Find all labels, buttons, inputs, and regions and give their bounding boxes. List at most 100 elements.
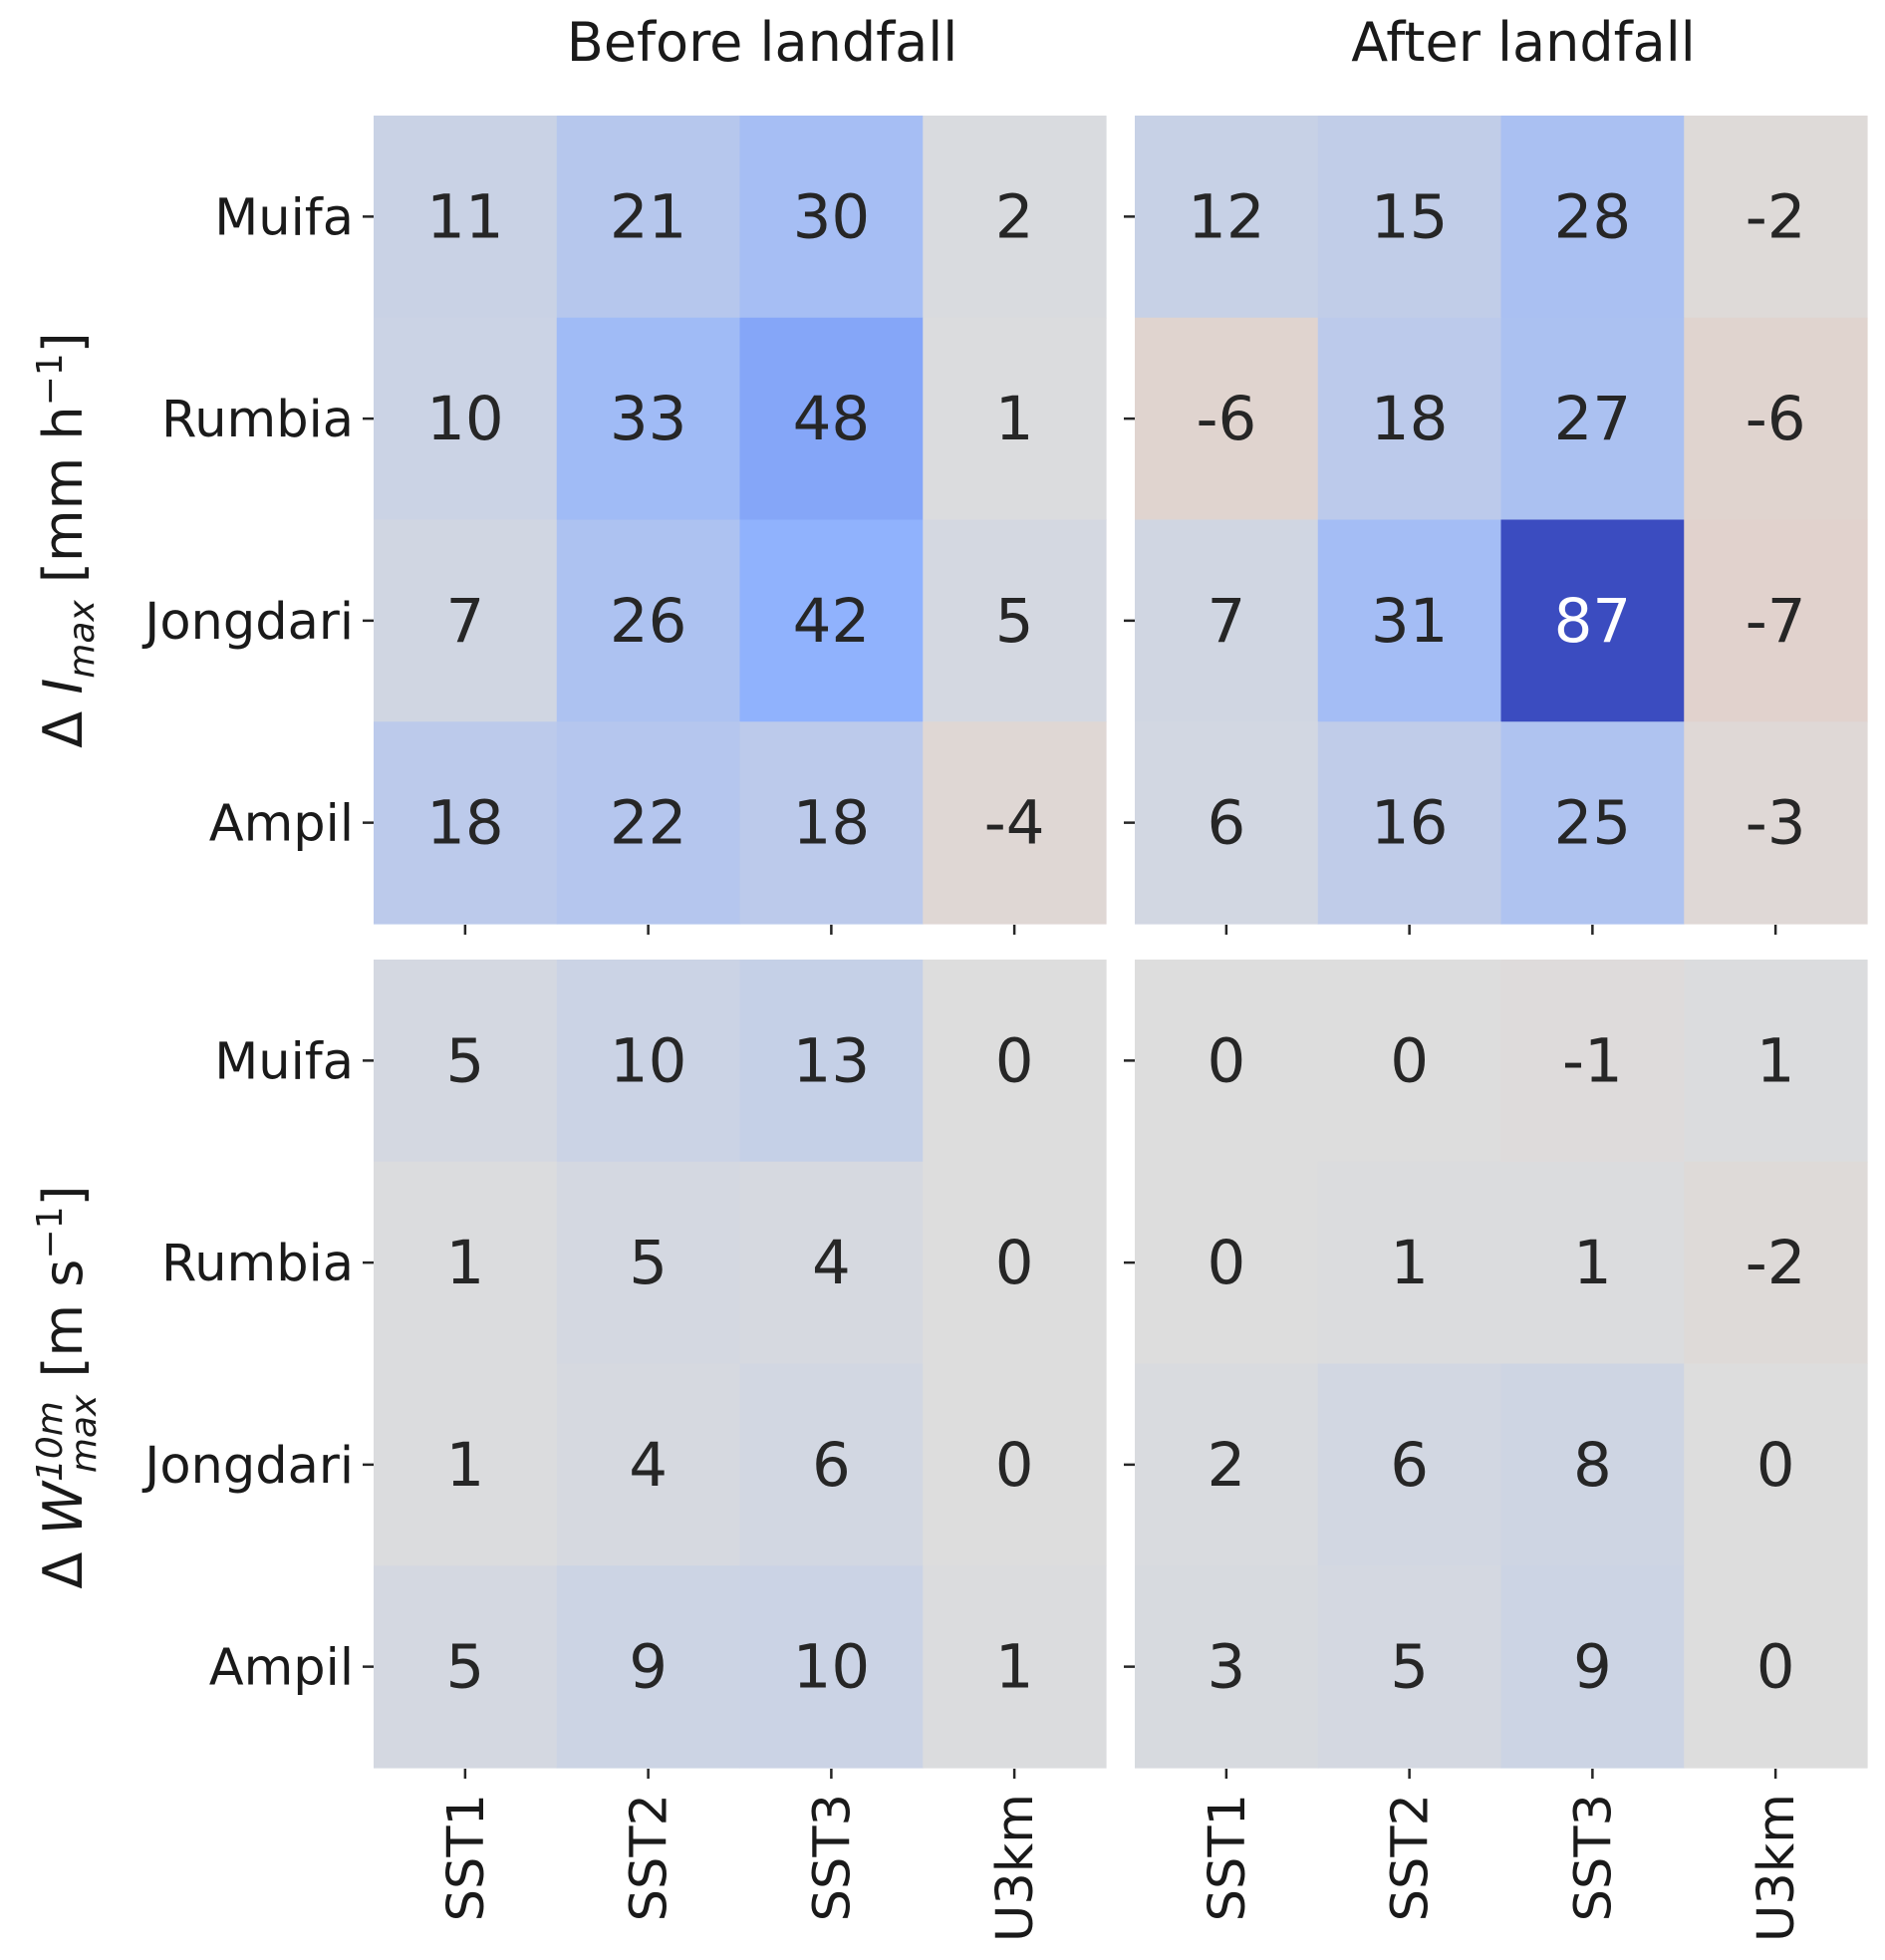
cell-value-label: 0 [1756, 1430, 1795, 1501]
heatmap-cell [1317, 1363, 1502, 1566]
heatmap-cell [923, 721, 1107, 925]
cell-value-label: -2 [1746, 1228, 1806, 1298]
x-tick-label-sst3: SST3 [1564, 1794, 1623, 1921]
cell-value-label: 9 [629, 1632, 668, 1703]
heatmap-cell [923, 1363, 1107, 1566]
cell-value-label: -3 [1746, 788, 1806, 859]
y-tick-label-ampil: Ampil [209, 795, 354, 854]
x-tick-label-sst1: SST1 [437, 1794, 496, 1921]
cell-value-label: 10 [426, 384, 504, 454]
x-tick-label-u3km: U3km [1748, 1794, 1806, 1942]
heatmap-cell [1684, 519, 1868, 722]
heatmap-cell [1684, 1565, 1868, 1769]
cell-value-label: 10 [610, 1025, 687, 1096]
cell-value-label: 26 [610, 586, 687, 657]
heatmap-cell [556, 1363, 741, 1566]
heatmap-cell [1135, 116, 1319, 319]
heatmap-cell [739, 1363, 924, 1566]
cell-value-label: 33 [610, 384, 687, 454]
cell-value-label: 16 [1371, 788, 1449, 859]
y-axis-label-wind-symbol: W [32, 1479, 95, 1535]
x-tick-label-sst3: SST3 [803, 1794, 862, 1921]
heatmap-cell [1500, 1363, 1685, 1566]
cell-value-label: 2 [995, 181, 1034, 252]
cell-value-label: 7 [445, 586, 484, 657]
heatmap-cell [1135, 1363, 1319, 1566]
cell-value-label: -6 [1746, 384, 1806, 454]
cell-value-label: 5 [445, 1025, 484, 1096]
y-axis-label-wind-sup: 10m [30, 1401, 71, 1482]
heatmap-cell [374, 1363, 558, 1566]
y-tick-label-rumbia: Rumbia [161, 391, 354, 449]
heatmap-cell [739, 116, 924, 319]
cell-value-label: 11 [426, 181, 504, 252]
cell-value-label: 0 [995, 1430, 1034, 1501]
cell-value-label: 6 [812, 1430, 851, 1501]
heatmap-cell [1317, 960, 1502, 1163]
heatmap-cell [923, 1565, 1107, 1769]
heatmap-cell [739, 960, 924, 1163]
heatmap-panel-2: 12 15 28 -2 -6 18 27 -6 7 31 87 -7 6 16 25 -3 [1124, 116, 1868, 935]
heatmap-cell [739, 721, 924, 925]
cell-value-label: 0 [1390, 1025, 1429, 1096]
cell-value-label: 87 [1554, 586, 1632, 657]
cell-value-label: 7 [1207, 586, 1245, 657]
cell-value-label: 1 [995, 1632, 1034, 1703]
y-axis-label-intensity-sub: max [62, 600, 103, 679]
heatmap-cell [556, 1565, 741, 1769]
heatmap-cell [1317, 1161, 1502, 1365]
cell-value-label: 48 [793, 384, 871, 454]
cell-value-label: 5 [995, 586, 1034, 657]
cell-value-label: 25 [1554, 788, 1632, 859]
heatmap-cell [374, 960, 558, 1163]
heatmap-cell [923, 1161, 1107, 1365]
y-axis-label-intensity-symbol: I [32, 679, 95, 695]
heatmap-cell [923, 317, 1107, 521]
heatmap-cell [923, 960, 1107, 1163]
y-tick-label-jongdari: Jongdari [141, 1437, 354, 1496]
panel-title-after: After landfall [1351, 11, 1696, 74]
y-axis-label-intensity-unit: [mm h [32, 406, 95, 600]
cell-value-label: 1 [1756, 1025, 1795, 1096]
heatmap-cell [374, 721, 558, 925]
heatmap-cell [739, 1565, 924, 1769]
cell-value-label: 6 [1207, 788, 1245, 859]
cell-value-label: 2 [1207, 1430, 1245, 1501]
cell-value-label: 0 [1207, 1228, 1245, 1298]
heatmap-cell [1317, 721, 1502, 925]
cell-value-label: 15 [1371, 181, 1449, 252]
heatmap-cell [1317, 519, 1502, 722]
x-tick-label-sst2: SST2 [1382, 1794, 1441, 1921]
cell-value-label: 4 [812, 1228, 851, 1298]
cell-value-label: 5 [629, 1228, 668, 1298]
y-tick-label-rumbia: Rumbia [161, 1235, 354, 1293]
heatmap-cell [374, 1565, 558, 1769]
heatmap-cell [556, 317, 741, 521]
heatmap-panels: 11 21 30 210 33 48 17 26 42 518 22 18 -4MuifaRumbiaJ… [141, 116, 1868, 1942]
heatmap-panel-1: 11 21 30 2 10 33 48 1 7 26 42 5 18 22 18 -4 Muifa Rumbia J… [141, 116, 1107, 935]
cell-value-label: 22 [610, 788, 687, 859]
cell-value-label: 30 [793, 181, 871, 252]
heatmap-cell [1684, 116, 1868, 319]
x-tick-label-u3km: U3km [986, 1794, 1045, 1942]
heatmap-cell [556, 519, 741, 722]
cell-value-label: 9 [1573, 1632, 1612, 1703]
heatmap-cell [1317, 317, 1502, 521]
cell-value-label: 27 [1554, 384, 1632, 454]
cell-value-label: 1 [1390, 1228, 1429, 1298]
cell-value-label: 31 [1371, 586, 1449, 657]
heatmap-cell [1684, 960, 1868, 1163]
y-axis-label-wind-unit-exponent: −1 [30, 1207, 71, 1260]
heatmap-cell [1500, 721, 1685, 925]
y-axis-label-intensity-unit-close: ] [32, 332, 95, 353]
cell-value-label: 12 [1188, 181, 1265, 252]
cell-value-label: 0 [995, 1228, 1034, 1298]
heatmap-cell [739, 519, 924, 722]
heatmap-cell [1500, 1565, 1685, 1769]
y-axis-label-intensity: Δ Imax [mm h−1] [30, 332, 103, 747]
heatmap-cell [1684, 721, 1868, 925]
heatmap-cell [1317, 116, 1502, 319]
heatmap-cell [1500, 116, 1685, 319]
heatmap-cell [1500, 960, 1685, 1163]
